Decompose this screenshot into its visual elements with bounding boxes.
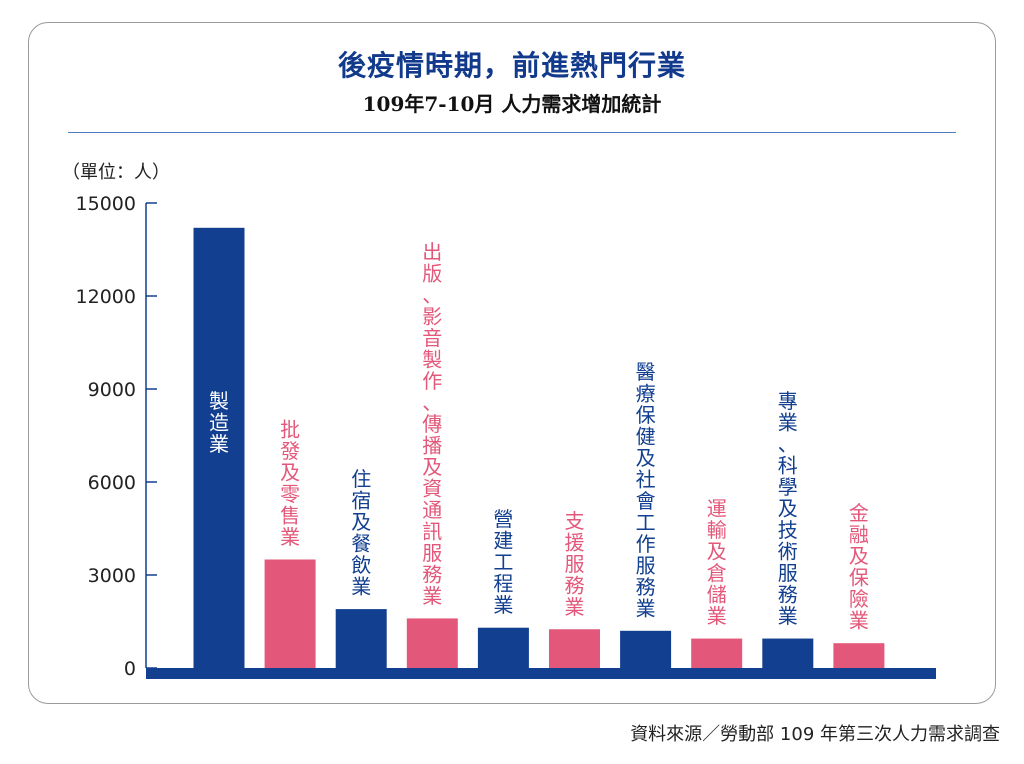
- source-note: 資料來源／勞動部 109 年第三次人力需求調查: [630, 724, 1000, 745]
- category-label: 出版、影音製作、傳播及資通訊服務業: [422, 240, 442, 608]
- bar: [620, 630, 672, 668]
- bar: [691, 638, 743, 668]
- y-tick-label: 3000: [88, 565, 136, 587]
- category-label: 批發及零售業: [280, 418, 300, 550]
- category-label: 製造業: [209, 389, 229, 456]
- y-tick-label: 0: [124, 658, 136, 680]
- y-tick-label: 6000: [88, 472, 136, 494]
- bar: [549, 629, 600, 668]
- y-tick-label: 15000: [76, 193, 136, 215]
- category-label: 營建工程業: [493, 507, 513, 617]
- category-label: 專業、科學及技術服務業: [778, 389, 798, 628]
- bar: [477, 627, 529, 668]
- category-label: 住宿及餐飲業: [351, 467, 371, 598]
- bar: [335, 609, 387, 668]
- chart-subtitle: 109年7-10月 人力需求增加統計: [362, 92, 662, 116]
- bar: [762, 638, 814, 668]
- category-label: 運輸及倉儲業: [707, 497, 727, 629]
- category-label: 支援服務業: [565, 509, 585, 619]
- bar: [193, 227, 245, 669]
- bar: [264, 559, 316, 668]
- x-axis-baseline: [146, 668, 936, 679]
- y-axis-unit-label: （單位：人）: [62, 162, 170, 183]
- category-label: 金融及保險業: [849, 501, 869, 633]
- title-divider: [68, 132, 956, 133]
- y-tick-label: 9000: [88, 379, 136, 401]
- chart-card: [28, 22, 996, 704]
- chart-title: 後疫情時期，前進熱門行業: [337, 49, 686, 82]
- bar: [406, 618, 458, 668]
- bar: [833, 643, 885, 668]
- y-tick-label: 12000: [76, 286, 136, 308]
- category-label: 醫療保健及社會工作服務業: [636, 360, 656, 621]
